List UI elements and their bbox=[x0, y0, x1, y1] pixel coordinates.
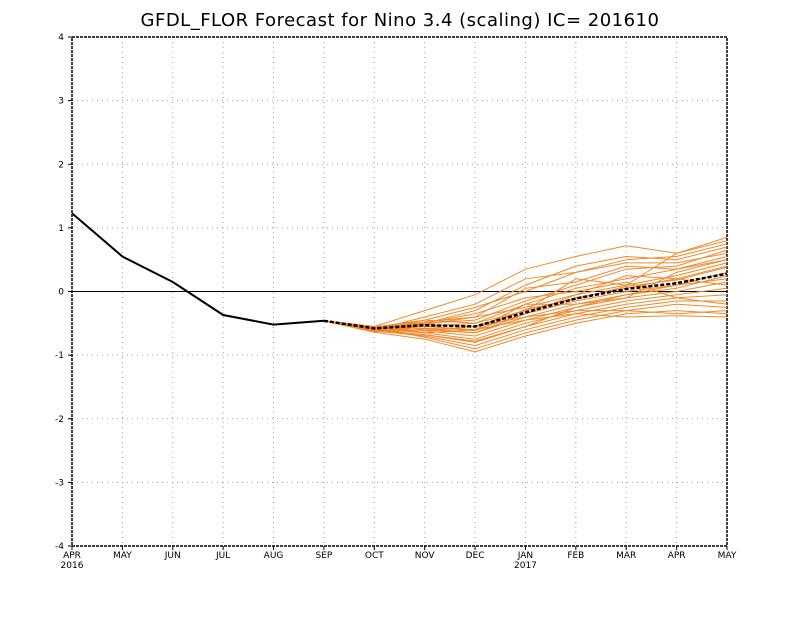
x-tick-label: JUN bbox=[164, 551, 181, 561]
ensemble-member-line bbox=[323, 310, 728, 353]
ensemble-mean-line bbox=[323, 272, 728, 330]
x-tick-label: MAR bbox=[616, 551, 636, 561]
ensemble-member-line bbox=[323, 240, 728, 328]
x-tick-label: MAY bbox=[718, 551, 737, 561]
y-tick-label: 0 bbox=[58, 288, 64, 298]
x-tick-label: NOV bbox=[415, 551, 436, 561]
x-tick-label: JAN bbox=[517, 551, 533, 561]
y-tick-label: 3 bbox=[58, 97, 64, 107]
ensemble-member-line bbox=[323, 278, 728, 342]
x-year-label: 2016 bbox=[61, 561, 84, 571]
y-tick-label: -3 bbox=[55, 478, 64, 488]
y-tick-label: 4 bbox=[58, 33, 64, 43]
x-tick-label: AUG bbox=[264, 551, 284, 561]
y-tick-label: 1 bbox=[58, 224, 64, 234]
x-tick-label: APR bbox=[63, 551, 81, 561]
ensemble-member-line bbox=[323, 236, 728, 328]
ensemble-member-line bbox=[323, 275, 728, 334]
y-tick-label: -4 bbox=[55, 542, 64, 552]
x-tick-label: MAY bbox=[113, 551, 132, 561]
chart-title: GFDL_FLOR Forecast for Nino 3.4 (scaling… bbox=[140, 10, 660, 31]
x-tick-label: OCT bbox=[365, 551, 384, 561]
x-tick-label: JUL bbox=[215, 551, 230, 561]
x-year-label: 2017 bbox=[514, 561, 537, 571]
x-tick-label: DEC bbox=[466, 551, 485, 561]
y-tick-label: 2 bbox=[58, 160, 64, 170]
y-tick-label: -2 bbox=[55, 415, 64, 425]
observed-line bbox=[71, 212, 324, 326]
x-tick-label: SEP bbox=[316, 551, 333, 561]
x-tick-label: APR bbox=[668, 551, 686, 561]
ensemble-member-line bbox=[323, 252, 728, 331]
x-tick-label: FEB bbox=[567, 551, 584, 561]
y-tick-label: -1 bbox=[55, 351, 64, 361]
